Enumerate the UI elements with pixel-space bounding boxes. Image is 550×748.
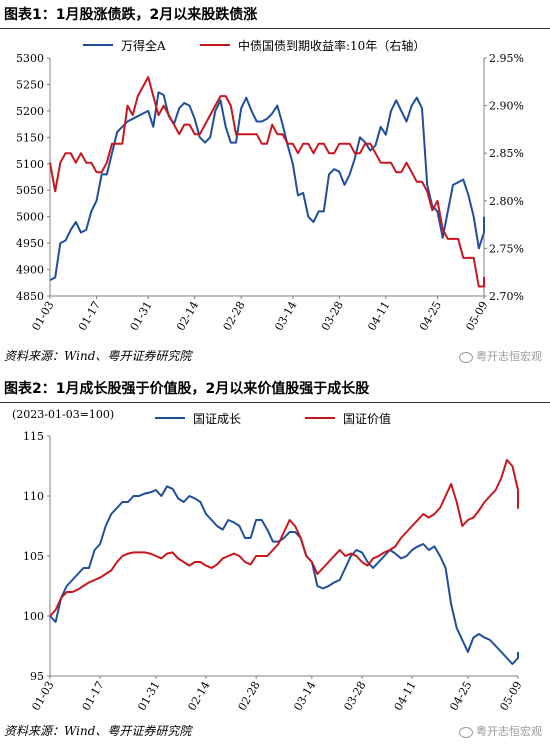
y-tick-label: 4850 xyxy=(16,290,44,303)
figure1-chart: 4850 4900 4950 5000 5050 5100 5150 5200 5250 5300… xyxy=(16,38,524,333)
y-tick-label: 5250 xyxy=(16,78,44,91)
x-tick-label: 04-11 xyxy=(365,299,392,333)
x-tick-label: 03-28 xyxy=(341,679,368,713)
figure2-chart: (2023-01-03=100) 95 100 105 110 115 01-03 01-1… xyxy=(12,408,525,713)
y-tick-label: 5000 xyxy=(16,211,44,224)
figure1-series xyxy=(49,76,485,288)
figure2-source: 资料来源：Wind、粤开证券研究院 xyxy=(4,724,192,738)
legend-label-2: 中债国债到期收益率:10年（右轴） xyxy=(238,38,425,53)
figure1-axes xyxy=(47,57,487,299)
y-tick-label: 5050 xyxy=(16,184,44,197)
x-tick-label: 02-14 xyxy=(174,299,201,333)
y-tick-label: 100 xyxy=(23,610,44,623)
x-tick-label: 01-03 xyxy=(29,679,56,713)
y-tick-label: 5150 xyxy=(16,131,44,144)
x-tick-label: 04-11 xyxy=(392,679,419,713)
y-tick-label: 115 xyxy=(23,430,44,443)
figure2-series xyxy=(49,459,519,665)
series-line-1 xyxy=(49,485,519,665)
figure1-source: 资料来源：Wind、粤开证券研究院 xyxy=(4,349,192,363)
y-right-tick-label: 2.75% xyxy=(489,242,524,255)
x-tick-label: 01-17 xyxy=(76,299,103,333)
figure1-watermark: 粤开志恒宏观 xyxy=(459,348,542,364)
series-line-2 xyxy=(49,76,485,288)
y-tick-label: 105 xyxy=(23,550,44,563)
figure2-legend: 国证成长 国证价值 xyxy=(155,411,391,426)
x-tick-label: 01-31 xyxy=(135,679,162,713)
figure2-axes xyxy=(47,435,519,679)
y-tick-label: 5200 xyxy=(16,105,44,118)
y-right-tick-label: 2.80% xyxy=(489,195,524,208)
y-right-tick-label: 2.70% xyxy=(489,290,524,303)
y-tick-label: 110 xyxy=(23,490,44,503)
x-tick-label: 03-28 xyxy=(319,299,346,333)
x-tick-label: 05-09 xyxy=(497,679,524,713)
x-tick-label: 03-14 xyxy=(272,299,299,333)
y-tick-label: 5300 xyxy=(16,52,44,65)
wechat-icon xyxy=(459,726,473,738)
figure2-title: 图表2：1月成长股强于价值股，2月以来价值股强于成长股 xyxy=(4,381,370,397)
x-tick-label: 02-14 xyxy=(185,679,212,713)
x-tick-label: 01-17 xyxy=(80,679,107,713)
x-tick-label: 05-09 xyxy=(463,299,490,333)
y-right-tick-label: 2.85% xyxy=(489,147,524,160)
y-tick-label: 5100 xyxy=(16,158,44,171)
x-tick-label: 04-25 xyxy=(417,299,444,333)
y-tick-label: 95 xyxy=(30,670,44,683)
figure1-title: 图表1：1月股涨债跌，2月以来股跌债涨 xyxy=(4,7,258,23)
wechat-icon xyxy=(459,351,473,363)
y-right-tick-label: 2.95% xyxy=(489,52,524,65)
x-tick-label: 01-31 xyxy=(128,299,155,333)
figure2-tick-labels: 95 100 105 110 115 01-03 01-17 01-31 02-14 02-28 0… xyxy=(23,430,525,713)
figure1-tick-labels: 4850 4900 4950 5000 5050 5100 5150 5200 5250 5300… xyxy=(16,52,524,333)
figure2-base-note: (2023-01-03=100) xyxy=(12,408,114,421)
x-tick-label: 01-03 xyxy=(29,299,56,333)
legend-label-2: 国证价值 xyxy=(343,411,391,426)
x-tick-label: 03-14 xyxy=(291,679,318,713)
series-line-2 xyxy=(49,459,519,617)
figure1-legend: 万得全A 中债国债到期收益率:10年（右轴） xyxy=(83,38,425,53)
x-tick-label: 02-28 xyxy=(221,299,248,333)
x-tick-label: 04-25 xyxy=(447,679,474,713)
y-tick-label: 4900 xyxy=(16,264,44,277)
y-tick-label: 4950 xyxy=(16,237,44,250)
figure2-watermark: 粤开志恒宏观 xyxy=(459,723,542,739)
y-right-tick-label: 2.90% xyxy=(489,100,524,113)
x-tick-label: 02-28 xyxy=(236,679,263,713)
figure1-title-rule xyxy=(0,28,550,29)
series-line-1 xyxy=(49,91,485,281)
legend-label-1: 国证成长 xyxy=(193,412,241,426)
figure2-title-rule xyxy=(0,402,550,403)
legend-label-1: 万得全A xyxy=(121,38,166,53)
